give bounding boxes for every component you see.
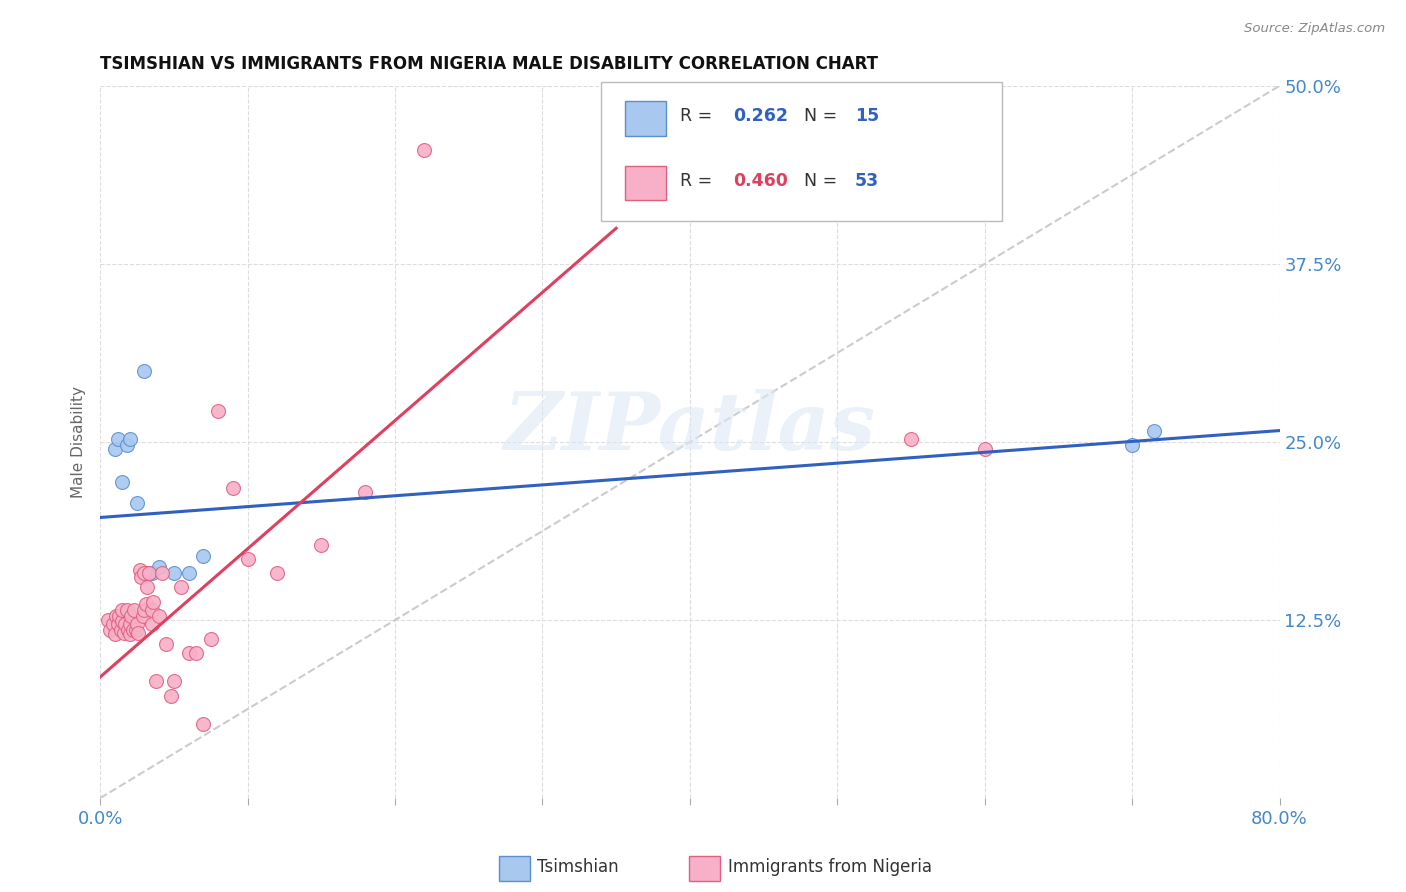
Point bbox=[155, 637, 177, 651]
Point bbox=[311, 537, 333, 551]
Point bbox=[163, 674, 186, 689]
Point bbox=[177, 646, 200, 660]
Text: Immigrants from Nigeria: Immigrants from Nigeria bbox=[728, 858, 932, 876]
Point bbox=[1121, 438, 1143, 452]
Point bbox=[134, 364, 156, 378]
Text: N =: N = bbox=[804, 171, 844, 189]
Text: N =: N = bbox=[804, 107, 844, 126]
Point bbox=[222, 481, 245, 495]
Point bbox=[354, 484, 377, 499]
Point bbox=[136, 566, 159, 580]
FancyBboxPatch shape bbox=[626, 166, 666, 200]
Point bbox=[103, 617, 125, 632]
Point bbox=[148, 608, 170, 623]
Point bbox=[413, 143, 436, 157]
Point bbox=[111, 475, 134, 489]
Point bbox=[115, 603, 138, 617]
Point bbox=[115, 438, 138, 452]
Point bbox=[160, 689, 183, 703]
Point bbox=[110, 623, 132, 637]
Point bbox=[207, 403, 229, 417]
Point bbox=[266, 566, 288, 580]
FancyBboxPatch shape bbox=[626, 102, 666, 136]
Point bbox=[125, 617, 148, 632]
Point bbox=[141, 617, 163, 632]
Point bbox=[122, 603, 145, 617]
Y-axis label: Male Disability: Male Disability bbox=[72, 386, 86, 498]
Text: ZIPatlas: ZIPatlas bbox=[503, 389, 876, 467]
Point bbox=[134, 566, 156, 580]
Point bbox=[184, 646, 207, 660]
Point bbox=[142, 594, 165, 608]
Point bbox=[132, 608, 155, 623]
Point bbox=[112, 626, 135, 640]
Point bbox=[145, 674, 167, 689]
Point bbox=[141, 603, 163, 617]
Point bbox=[138, 566, 160, 580]
Point bbox=[127, 626, 149, 640]
Point bbox=[107, 432, 129, 446]
Text: Tsimshian: Tsimshian bbox=[537, 858, 619, 876]
Point bbox=[100, 623, 122, 637]
Point bbox=[141, 566, 163, 580]
Point bbox=[129, 563, 152, 577]
Point bbox=[111, 615, 134, 629]
Point bbox=[236, 551, 259, 566]
Point bbox=[104, 442, 127, 456]
Point bbox=[118, 627, 141, 641]
Point bbox=[193, 717, 215, 731]
Point bbox=[136, 580, 159, 594]
Point bbox=[134, 603, 156, 617]
Text: Source: ZipAtlas.com: Source: ZipAtlas.com bbox=[1244, 22, 1385, 36]
Point bbox=[121, 623, 143, 637]
Point bbox=[107, 617, 129, 632]
Point bbox=[111, 603, 134, 617]
Text: R =: R = bbox=[681, 107, 718, 126]
Text: 0.460: 0.460 bbox=[734, 171, 789, 189]
Text: 15: 15 bbox=[855, 107, 879, 126]
Point bbox=[1143, 424, 1166, 438]
Point bbox=[131, 570, 153, 584]
Point bbox=[117, 623, 139, 637]
Point bbox=[973, 442, 995, 456]
Point bbox=[135, 598, 157, 612]
Point bbox=[120, 608, 142, 623]
Text: R =: R = bbox=[681, 171, 718, 189]
Point bbox=[148, 560, 170, 574]
Point bbox=[96, 613, 118, 627]
Point bbox=[193, 549, 215, 563]
Point bbox=[125, 496, 148, 510]
FancyBboxPatch shape bbox=[602, 82, 1002, 221]
Point bbox=[118, 617, 141, 632]
Point bbox=[177, 566, 200, 580]
Point bbox=[104, 627, 127, 641]
Point bbox=[170, 580, 193, 594]
Point bbox=[124, 623, 146, 637]
Point bbox=[118, 432, 141, 446]
Text: TSIMSHIAN VS IMMIGRANTS FROM NIGERIA MALE DISABILITY CORRELATION CHART: TSIMSHIAN VS IMMIGRANTS FROM NIGERIA MAL… bbox=[100, 55, 879, 73]
Point bbox=[108, 608, 131, 623]
Point bbox=[200, 632, 222, 646]
Text: 0.262: 0.262 bbox=[734, 107, 789, 126]
Point bbox=[114, 617, 136, 632]
Point bbox=[105, 608, 128, 623]
Point bbox=[150, 566, 173, 580]
Point bbox=[900, 432, 922, 446]
Point bbox=[163, 566, 186, 580]
Text: 53: 53 bbox=[855, 171, 879, 189]
